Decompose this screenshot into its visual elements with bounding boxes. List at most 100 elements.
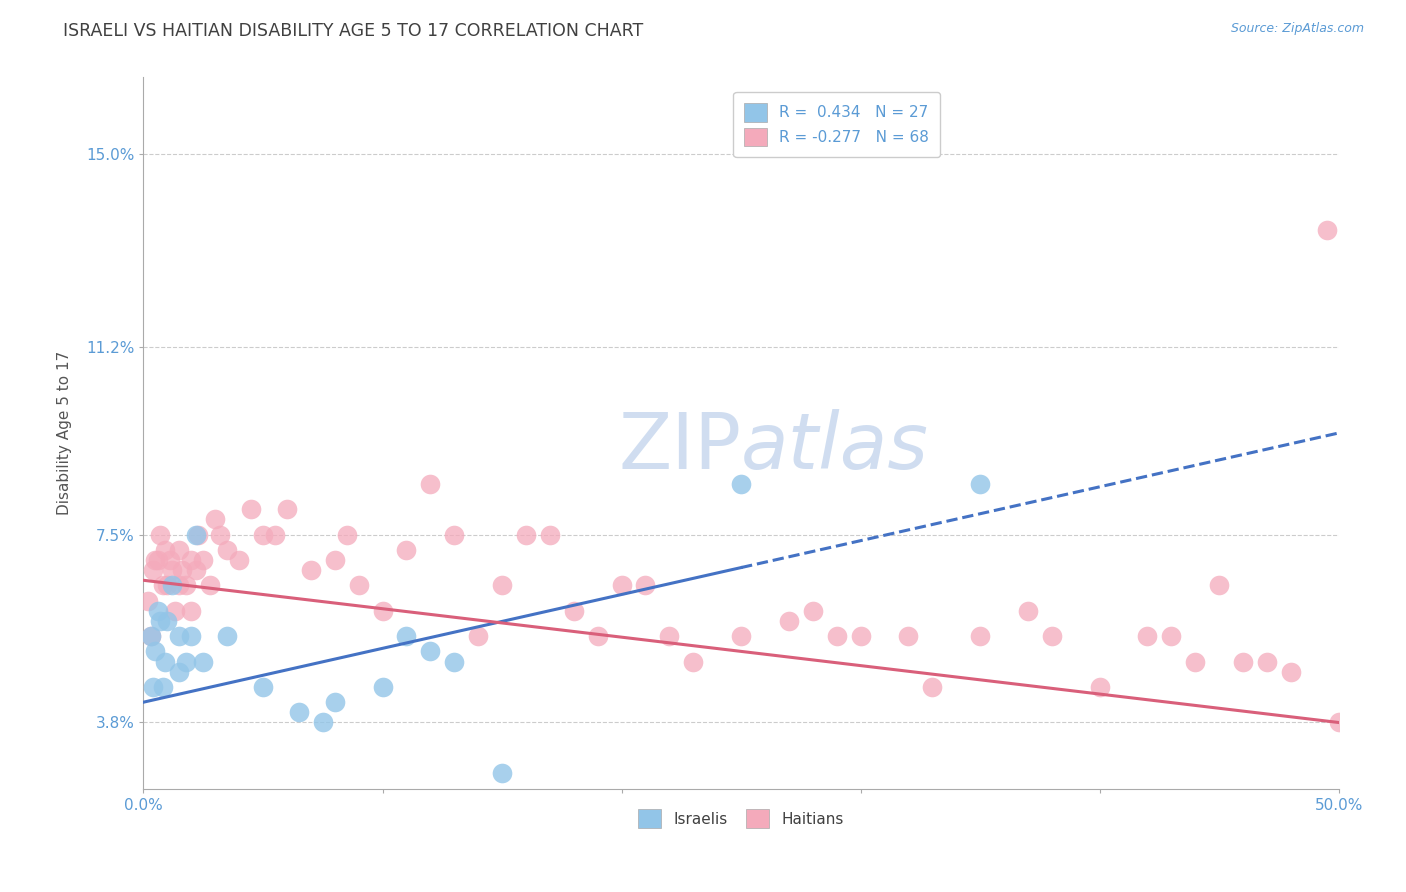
Point bbox=[142, 680, 165, 694]
Point bbox=[395, 629, 418, 643]
Point bbox=[145, 644, 167, 658]
Point bbox=[153, 542, 176, 557]
Point bbox=[1017, 604, 1039, 618]
Point bbox=[169, 629, 191, 643]
Point bbox=[1040, 629, 1063, 643]
Point bbox=[139, 629, 162, 643]
Point bbox=[969, 629, 991, 643]
Point bbox=[419, 644, 441, 658]
Point bbox=[184, 563, 207, 577]
Point bbox=[443, 655, 465, 669]
Point bbox=[208, 527, 231, 541]
Point bbox=[184, 527, 207, 541]
Point bbox=[252, 680, 274, 694]
Point bbox=[152, 578, 174, 592]
Point bbox=[228, 553, 250, 567]
Point bbox=[217, 629, 239, 643]
Point bbox=[142, 563, 165, 577]
Point bbox=[176, 655, 198, 669]
Point bbox=[176, 578, 198, 592]
Point bbox=[200, 578, 222, 592]
Point bbox=[193, 553, 215, 567]
Text: atlas: atlas bbox=[741, 409, 929, 485]
Point bbox=[897, 629, 920, 643]
Point bbox=[682, 655, 704, 669]
Point bbox=[323, 553, 346, 567]
Point bbox=[610, 578, 633, 592]
Point bbox=[1279, 665, 1302, 679]
Point bbox=[371, 604, 394, 618]
Point bbox=[156, 614, 179, 628]
Point bbox=[163, 604, 186, 618]
Point bbox=[1160, 629, 1182, 643]
Point bbox=[169, 542, 191, 557]
Point bbox=[778, 614, 800, 628]
Point bbox=[160, 578, 183, 592]
Point bbox=[1184, 655, 1206, 669]
Point bbox=[252, 527, 274, 541]
Point bbox=[921, 680, 943, 694]
Point bbox=[347, 578, 370, 592]
Point bbox=[491, 578, 513, 592]
Point bbox=[276, 502, 298, 516]
Point bbox=[169, 665, 191, 679]
Point bbox=[467, 629, 489, 643]
Point bbox=[180, 553, 202, 567]
Point bbox=[180, 604, 202, 618]
Point bbox=[1136, 629, 1159, 643]
Point bbox=[193, 655, 215, 669]
Y-axis label: Disability Age 5 to 17: Disability Age 5 to 17 bbox=[58, 351, 72, 515]
Point bbox=[336, 527, 359, 541]
Point bbox=[299, 563, 322, 577]
Point bbox=[1088, 680, 1111, 694]
Point bbox=[156, 578, 179, 592]
Point bbox=[312, 715, 335, 730]
Point bbox=[562, 604, 585, 618]
Point bbox=[139, 629, 162, 643]
Text: ISRAELI VS HAITIAN DISABILITY AGE 5 TO 17 CORRELATION CHART: ISRAELI VS HAITIAN DISABILITY AGE 5 TO 1… bbox=[63, 22, 644, 40]
Point bbox=[152, 680, 174, 694]
Point bbox=[146, 604, 169, 618]
Point bbox=[217, 542, 239, 557]
Point bbox=[1256, 655, 1278, 669]
Point bbox=[136, 593, 159, 607]
Point bbox=[146, 553, 169, 567]
Point bbox=[288, 706, 311, 720]
Point bbox=[264, 527, 287, 541]
Point bbox=[159, 553, 181, 567]
Point bbox=[1316, 223, 1339, 237]
Point bbox=[149, 527, 172, 541]
Point bbox=[153, 655, 176, 669]
Point bbox=[170, 563, 193, 577]
Text: ZIP: ZIP bbox=[619, 409, 741, 485]
Point bbox=[1327, 715, 1350, 730]
Point bbox=[145, 553, 167, 567]
Point bbox=[395, 542, 418, 557]
Point bbox=[204, 512, 226, 526]
Point bbox=[240, 502, 263, 516]
Point bbox=[658, 629, 681, 643]
Point bbox=[169, 578, 191, 592]
Point bbox=[160, 563, 183, 577]
Point bbox=[801, 604, 824, 618]
Point bbox=[149, 614, 172, 628]
Point bbox=[634, 578, 657, 592]
Point bbox=[825, 629, 848, 643]
Point bbox=[849, 629, 872, 643]
Point bbox=[538, 527, 561, 541]
Point bbox=[1208, 578, 1230, 592]
Point bbox=[419, 476, 441, 491]
Point bbox=[491, 766, 513, 780]
Legend: Israelis, Haitians: Israelis, Haitians bbox=[633, 804, 849, 834]
Point bbox=[730, 629, 752, 643]
Text: Source: ZipAtlas.com: Source: ZipAtlas.com bbox=[1230, 22, 1364, 36]
Point bbox=[323, 695, 346, 709]
Point bbox=[515, 527, 537, 541]
Point bbox=[180, 629, 202, 643]
Point bbox=[1232, 655, 1254, 669]
Point bbox=[586, 629, 609, 643]
Point bbox=[187, 527, 209, 541]
Point bbox=[730, 476, 752, 491]
Point bbox=[969, 476, 991, 491]
Point bbox=[443, 527, 465, 541]
